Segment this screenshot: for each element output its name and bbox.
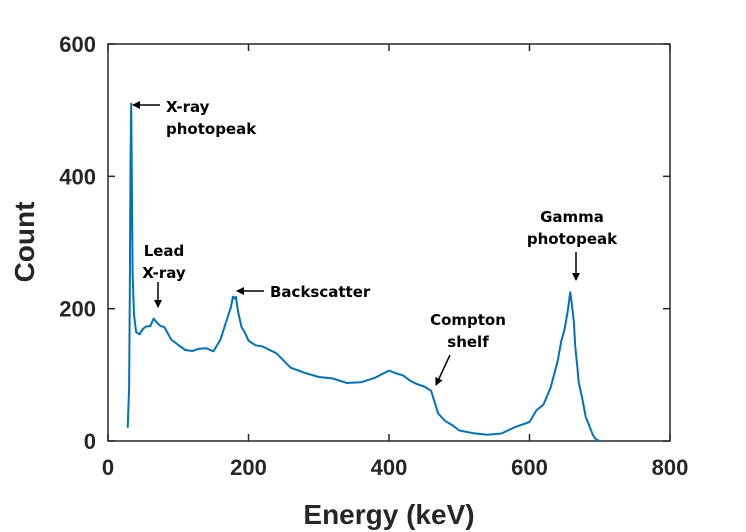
y-tick-label: 0 xyxy=(84,429,96,454)
annotation-backscatter: Backscatter xyxy=(236,283,371,301)
annotations-group: X-ray photopeak Lead X-ray Backscatter Compto… xyxy=(132,98,618,386)
annotation-lead-xray: Lead X-ray xyxy=(142,242,186,308)
y-tick-label: 400 xyxy=(59,164,96,189)
x-tick-label: 0 xyxy=(102,455,114,480)
annotation-text: photopeak xyxy=(166,120,257,138)
spectrum-series-line xyxy=(126,102,601,442)
y-tick-label: 600 xyxy=(59,32,96,57)
annotation-gamma-photopeak: Gamma photopeak xyxy=(527,208,618,281)
annotation-compton-shelf: Compton shelf xyxy=(430,311,506,386)
y-axis-label: Count xyxy=(9,202,40,283)
annotation-text: Backscatter xyxy=(270,283,371,301)
x-tick-label: 800 xyxy=(652,455,689,480)
annotation-text: Compton xyxy=(430,311,506,329)
x-axis-label: Energy (keV) xyxy=(303,499,474,530)
x-axis-ticks: 0 200 400 600 800 xyxy=(102,44,688,480)
annotation-text: Lead xyxy=(144,242,185,260)
annotation-text: X-ray xyxy=(142,264,186,282)
x-tick-label: 600 xyxy=(511,455,548,480)
annotation-text: shelf xyxy=(447,333,489,351)
x-tick-label: 200 xyxy=(230,455,267,480)
annotation-xray-photopeak: X-ray photopeak xyxy=(132,98,257,138)
annotation-arrow xyxy=(435,354,451,386)
x-tick-label: 400 xyxy=(371,455,408,480)
y-axis-ticks: 0 200 400 600 xyxy=(59,32,670,454)
annotation-text: photopeak xyxy=(527,230,618,248)
annotation-text: Gamma xyxy=(540,208,604,226)
annotation-text: X-ray xyxy=(166,98,210,116)
y-tick-label: 200 xyxy=(59,297,96,322)
